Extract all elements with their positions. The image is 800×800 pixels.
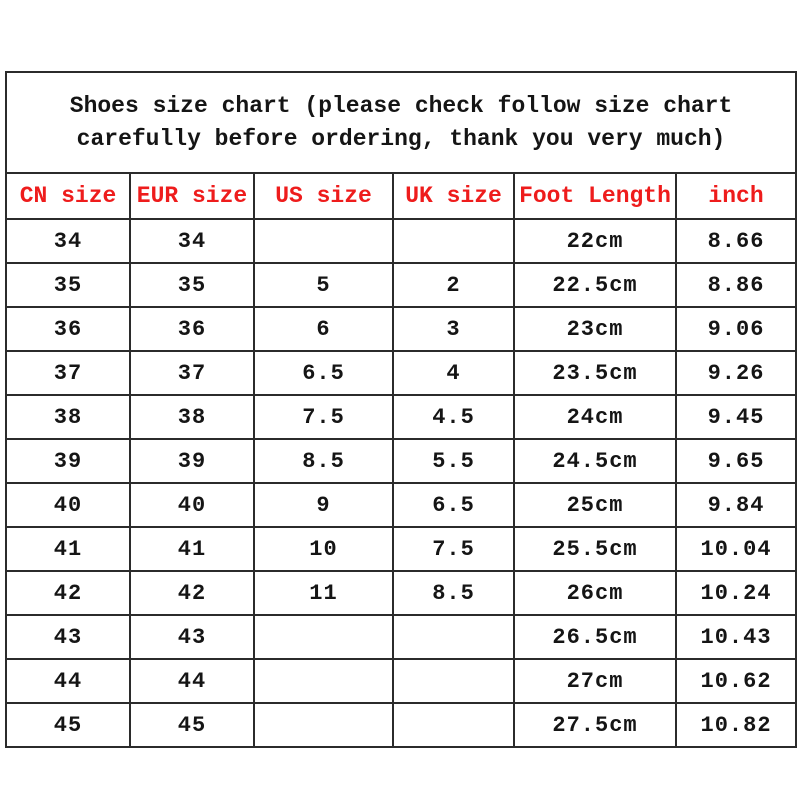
- size-cell: [253, 218, 394, 264]
- size-row-cn-43: 43 43 26.5cm 10.43: [5, 614, 798, 660]
- size-cell: 9.26: [674, 350, 798, 396]
- size-cell: 5: [253, 262, 394, 308]
- chart-title: Shoes size chart (please check follow si…: [4, 71, 798, 174]
- size-cell: 45: [129, 702, 255, 748]
- size-row-cn-44: 44 44 27cm 10.62: [5, 658, 798, 704]
- chart-title-line-2: carefully before ordering, thank you ver…: [76, 125, 726, 152]
- size-cell: 40: [129, 482, 255, 528]
- size-cell: 7.5: [392, 526, 515, 572]
- size-cell: 11: [253, 570, 394, 616]
- size-cell: 41: [129, 526, 255, 572]
- column-header-uk-size: UK size: [392, 172, 515, 220]
- size-cell: 26.5cm: [513, 614, 677, 660]
- size-cell: 25cm: [513, 482, 677, 528]
- size-cell: 44: [129, 658, 255, 704]
- size-cell: 4: [392, 350, 515, 396]
- size-cell: 34: [129, 218, 255, 264]
- size-cell: 9.45: [674, 394, 798, 440]
- size-cell: 27.5cm: [513, 702, 677, 748]
- column-header-inch: inch: [674, 172, 798, 220]
- size-cell: 23.5cm: [513, 350, 677, 396]
- chart-title-line-1: Shoes size chart (please check follow si…: [69, 92, 733, 119]
- size-cell: 42: [129, 570, 255, 616]
- size-cell: 39: [129, 438, 255, 484]
- size-row-cn-40: 40 40 9 6.5 25cm 9.84: [5, 482, 798, 528]
- size-cell: [392, 658, 515, 704]
- size-cell: [392, 702, 515, 748]
- column-header-eur-size: EUR size: [129, 172, 255, 220]
- size-cell: 24cm: [513, 394, 677, 440]
- size-cell: 10.04: [674, 526, 798, 572]
- size-cell: 24.5cm: [513, 438, 677, 484]
- size-cell: 3: [392, 306, 515, 352]
- size-cell: 25.5cm: [513, 526, 677, 572]
- size-cell: 36: [5, 306, 131, 352]
- column-header-foot-length: Foot Length: [513, 172, 677, 220]
- size-cell: 35: [5, 262, 131, 308]
- size-cell: 44: [5, 658, 131, 704]
- size-cell: 5.5: [392, 438, 515, 484]
- column-header-us-size: US size: [253, 172, 394, 220]
- size-cell: [253, 702, 394, 748]
- column-header-cn-size: CN size: [5, 172, 131, 220]
- size-cell: 22cm: [513, 218, 677, 264]
- size-row-cn-37: 37 37 6.5 4 23.5cm 9.26: [5, 350, 798, 396]
- size-cell: 37: [5, 350, 131, 396]
- size-cell: 40: [5, 482, 131, 528]
- size-cell: 9.84: [674, 482, 798, 528]
- size-row-cn-45: 45 45 27.5cm 10.82: [5, 702, 798, 748]
- size-cell: [253, 658, 394, 704]
- size-cell: [392, 614, 515, 660]
- size-cell: 4.5: [392, 394, 515, 440]
- size-row-cn-42: 42 42 11 8.5 26cm 10.24: [5, 570, 798, 616]
- size-cell: 23cm: [513, 306, 677, 352]
- size-cell: 8.66: [674, 218, 798, 264]
- size-cell: 8.5: [392, 570, 515, 616]
- size-cell: 10.62: [674, 658, 798, 704]
- size-cell: [253, 614, 394, 660]
- size-row-cn-39: 39 39 8.5 5.5 24.5cm 9.65: [5, 438, 798, 484]
- size-cell: 45: [5, 702, 131, 748]
- size-row-cn-35: 35 35 5 2 22.5cm 8.86: [5, 262, 798, 308]
- size-cell: [392, 218, 515, 264]
- size-row-cn-38: 38 38 7.5 4.5 24cm 9.45: [5, 394, 798, 440]
- size-row-cn-41: 41 41 10 7.5 25.5cm 10.04: [5, 526, 798, 572]
- size-cell: 10: [253, 526, 394, 572]
- shoe-size-table: Shoes size chart (please check follow si…: [4, 71, 798, 748]
- size-cell: 6.5: [253, 350, 394, 396]
- size-cell: 34: [5, 218, 131, 264]
- size-cell: 10.24: [674, 570, 798, 616]
- size-cell: 35: [129, 262, 255, 308]
- size-cell: 42: [5, 570, 131, 616]
- size-cell: 36: [129, 306, 255, 352]
- size-cell: 37: [129, 350, 255, 396]
- size-cell: 6.5: [392, 482, 515, 528]
- title-row: Shoes size chart (please check follow si…: [4, 71, 798, 174]
- size-cell: 43: [5, 614, 131, 660]
- size-cell: 10.82: [674, 702, 798, 748]
- size-cell: 8.5: [253, 438, 394, 484]
- column-header-row: CN size EUR size US size UK size Foot Length…: [5, 172, 798, 220]
- size-cell: 7.5: [253, 394, 394, 440]
- size-cell: 22.5cm: [513, 262, 677, 308]
- size-cell: 41: [5, 526, 131, 572]
- size-cell: 10.43: [674, 614, 798, 660]
- size-cell: 9.65: [674, 438, 798, 484]
- size-cell: 2: [392, 262, 515, 308]
- size-cell: 9: [253, 482, 394, 528]
- size-cell: 39: [5, 438, 131, 484]
- size-cell: 43: [129, 614, 255, 660]
- size-cell: 8.86: [674, 262, 798, 308]
- size-cell: 27cm: [513, 658, 677, 704]
- size-cell: 38: [5, 394, 131, 440]
- size-cell: 38: [129, 394, 255, 440]
- size-row-cn-36: 36 36 6 3 23cm 9.06: [5, 306, 798, 352]
- size-cell: 26cm: [513, 570, 677, 616]
- size-cell: 6: [253, 306, 394, 352]
- size-table-body: 34 34 22cm 8.66 35 35 5 2 22.5cm 8.86 36 36 6 3 23cm 9.…: [5, 218, 798, 748]
- size-cell: 9.06: [674, 306, 798, 352]
- size-row-cn-34: 34 34 22cm 8.66: [5, 218, 798, 264]
